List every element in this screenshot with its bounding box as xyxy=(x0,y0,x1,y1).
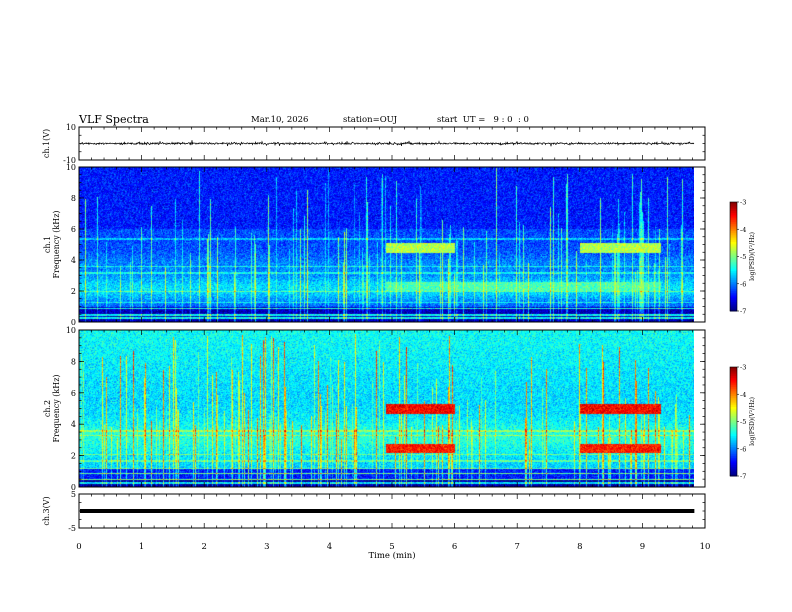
xtick-label: 1 xyxy=(139,542,144,552)
ch2-spectrogram-image xyxy=(79,330,694,487)
ch1-spectrogram-ytick-label: 4 xyxy=(71,256,76,265)
ch2-spectrogram-ytick-label: 0 xyxy=(71,483,76,492)
xtick-label: 7 xyxy=(514,542,519,552)
date-label: Mar.10, 2026 xyxy=(251,115,309,125)
ch1-colorbar-tick-label: -7 xyxy=(740,308,746,316)
ch2-colorbar-tick-label: -4 xyxy=(740,391,746,399)
ch2-spectrogram-ytick-label: 6 xyxy=(71,389,76,398)
ch2-spectrogram-ytick-label: 4 xyxy=(71,420,76,429)
ch3-waveform-ytick-label: 5 xyxy=(71,490,76,499)
ch1-waveform-ytick-label: -10 xyxy=(63,156,76,165)
station-label: station=OUJ xyxy=(343,115,398,125)
ch2-spectrogram-ytick-label: 8 xyxy=(71,357,76,366)
xtick-label: 3 xyxy=(264,542,269,552)
ch1-spectrogram-ytick-label: 0 xyxy=(71,318,76,327)
xtick-label: 8 xyxy=(577,542,582,552)
ch1-spectrogram-ytick-label: 6 xyxy=(71,225,76,234)
ch1-ylabel: ch.1(V) xyxy=(42,129,51,158)
ch1-waveform-line xyxy=(79,140,695,147)
ch2-colorbar-tick-label: -5 xyxy=(740,418,746,426)
ch2-colorbar-tick-label: -6 xyxy=(740,445,746,453)
ch3-waveform-ytick-label: -5 xyxy=(68,524,76,533)
start-time-label: start UT = 9 : 0 : 0 xyxy=(437,115,529,125)
figure-title: VLF Spectra xyxy=(79,113,149,126)
xtick-label: 0 xyxy=(76,542,81,552)
ch1-colorbar-tick-label: -6 xyxy=(740,280,746,288)
xtick-label: 6 xyxy=(452,542,457,552)
ch2-spec-ylabel-top: ch.2 xyxy=(43,400,52,417)
ch1-colorbar-tick-label: -3 xyxy=(740,199,746,207)
ch3-ylabel: ch.3(V) xyxy=(42,496,51,525)
ch1-colorbar-tick-label: -4 xyxy=(740,226,746,234)
xtick-label: 5 xyxy=(389,542,394,552)
ch1-spec-ylabel: Frequency (kHz) xyxy=(52,210,61,278)
xtick-label: 2 xyxy=(201,542,206,552)
ch1-spectrogram-image xyxy=(79,167,694,322)
ch1-spec-ylabel-top: ch.1 xyxy=(43,236,52,253)
ch1-colorbar-label: log(PSD)(V²/Hz) xyxy=(749,232,756,281)
ch2-colorbar-label: log(PSD)(V²/Hz) xyxy=(749,397,756,446)
xtick-label: 4 xyxy=(327,542,332,552)
ch2-spectrogram-ytick-label: 10 xyxy=(66,326,76,335)
x-axis-title: Time (min) xyxy=(368,550,415,561)
ch2-spec-ylabel: Frequency (kHz) xyxy=(52,374,61,442)
ch1-spectrogram-ytick-label: 8 xyxy=(71,194,76,203)
ch2-colorbar-tick-label: -3 xyxy=(740,364,746,372)
ch1-waveform-ytick-label: 10 xyxy=(66,123,76,132)
ch1-colorbar-tick-label: -5 xyxy=(740,253,746,261)
ch2-spectrogram-ytick-label: 2 xyxy=(71,452,76,461)
ch2-colorbar-tick-label: -7 xyxy=(740,473,746,481)
xtick-label: 10 xyxy=(700,542,711,552)
ch1-spectrogram-ytick-label: 2 xyxy=(71,287,76,296)
ch1-spectrogram-ytick-label: 10 xyxy=(66,163,76,172)
xtick-label: 9 xyxy=(640,542,645,552)
